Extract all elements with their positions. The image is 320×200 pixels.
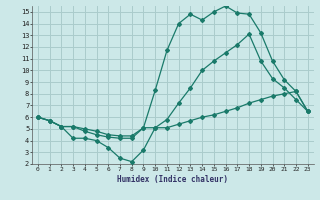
X-axis label: Humidex (Indice chaleur): Humidex (Indice chaleur): [117, 175, 228, 184]
